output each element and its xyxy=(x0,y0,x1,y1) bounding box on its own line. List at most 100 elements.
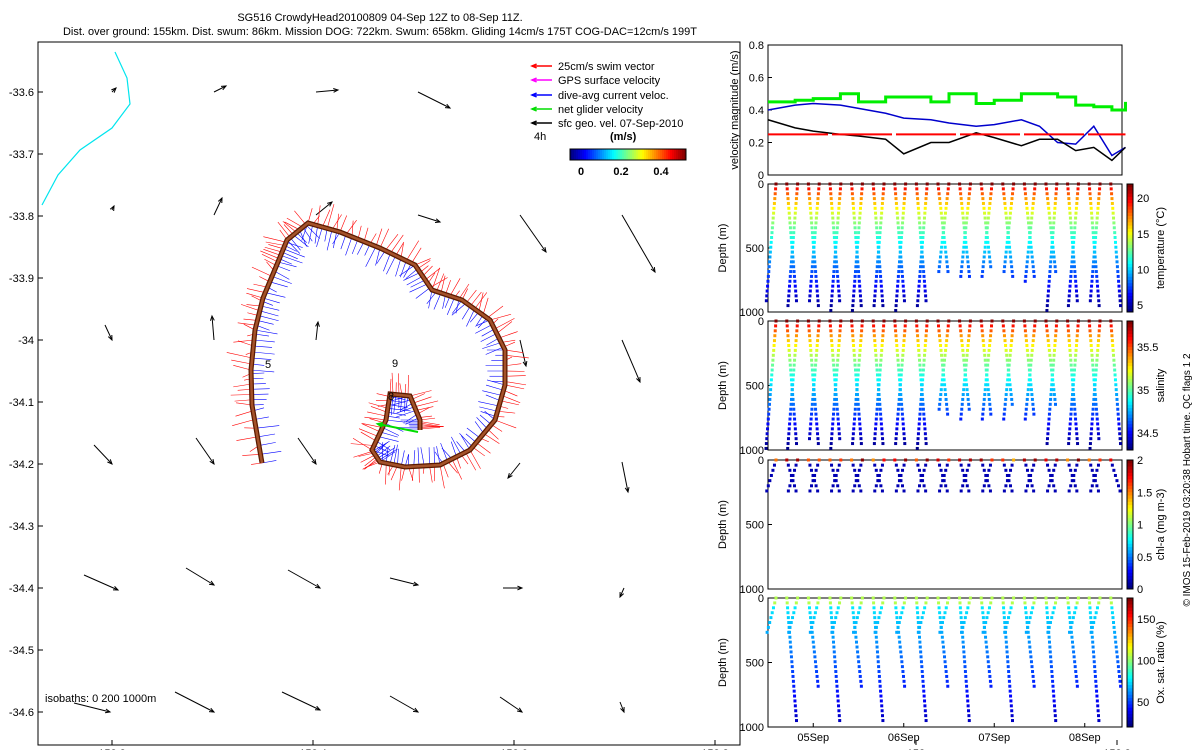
section-data-point xyxy=(850,329,854,333)
section-data-point xyxy=(903,324,907,328)
section-data-point xyxy=(876,473,880,477)
colorbar-cell xyxy=(586,149,588,160)
section-data-point xyxy=(900,358,904,362)
section-data-point xyxy=(1115,260,1119,264)
section-data-point xyxy=(967,709,971,713)
colorbar-cell xyxy=(604,149,606,160)
section-data-point xyxy=(924,201,928,205)
section-data-point xyxy=(814,412,818,416)
section-colorbar-label: chl-a (mg m-3) xyxy=(1155,489,1167,561)
section-data-point xyxy=(916,442,920,446)
section-data-point xyxy=(959,192,963,196)
section-data-point xyxy=(963,670,967,674)
section-data-point xyxy=(967,402,971,406)
section-data-point xyxy=(875,270,879,274)
section-data-point xyxy=(860,187,864,191)
section-data-point xyxy=(857,412,861,416)
section-ylabel: Depth (m) xyxy=(717,361,729,410)
section-data-point xyxy=(787,294,791,298)
section-data-point xyxy=(836,606,840,610)
section-data-point xyxy=(1007,226,1011,230)
section-data-point xyxy=(809,211,813,215)
swim-vector xyxy=(360,431,377,442)
section-data-point xyxy=(811,640,815,644)
dac-vector xyxy=(314,225,318,244)
dac-vector xyxy=(265,292,286,298)
section-data-point xyxy=(1008,250,1012,254)
geo-velocity-arrow-head xyxy=(636,376,641,384)
velocity-ytick-label: 0 xyxy=(758,170,764,182)
section-data-point xyxy=(899,378,903,382)
section-colorbar-cell xyxy=(1127,646,1133,651)
section-data-point xyxy=(986,358,990,362)
dac-vector xyxy=(376,445,391,457)
section-data-point xyxy=(986,388,990,392)
section-data-point xyxy=(1048,265,1052,269)
section-data-point xyxy=(1067,201,1071,205)
section-data-point xyxy=(858,284,862,288)
section-data-point xyxy=(771,468,775,472)
credit-footer: © IMOS 15-Feb-2019 03:20:38 Hobart time.… xyxy=(1182,353,1193,606)
section-data-point xyxy=(1097,719,1101,723)
section-data-point xyxy=(938,402,942,406)
dac-vector xyxy=(252,351,275,355)
section-data-point xyxy=(959,489,963,493)
section-data-point xyxy=(1049,250,1053,254)
section-data-point xyxy=(812,616,816,620)
section-ytick-label: 1000 xyxy=(740,445,764,457)
section-data-point xyxy=(918,484,922,488)
section-data-point xyxy=(1073,270,1077,274)
section-data-point xyxy=(785,601,789,605)
section-data-point xyxy=(857,417,861,421)
section-data-point xyxy=(1067,606,1071,610)
section-data-point xyxy=(875,373,879,377)
section-data-point xyxy=(854,621,858,625)
section-data-point xyxy=(980,192,984,196)
section-data-point xyxy=(1028,368,1032,372)
swim-vector xyxy=(233,383,252,388)
section-data-point xyxy=(1052,216,1056,220)
section-data-point xyxy=(918,625,922,629)
dac-vector xyxy=(451,302,467,316)
section-data-point xyxy=(1095,279,1099,283)
section-data-point xyxy=(850,458,854,462)
section-data-point xyxy=(769,378,773,382)
section-data-point xyxy=(857,231,861,235)
section-data-point xyxy=(1092,660,1096,664)
section-data-point xyxy=(814,484,818,488)
section-colorbar-cell xyxy=(1127,518,1133,522)
section-data-point xyxy=(1048,270,1052,274)
section-data-point xyxy=(923,284,927,288)
section-data-point xyxy=(1047,279,1051,283)
section-colorbar-label: temperature (°C) xyxy=(1155,207,1167,289)
map-frame xyxy=(37,41,741,746)
section-data-point xyxy=(815,344,819,348)
section-data-point xyxy=(830,432,834,436)
section-data-point xyxy=(1045,304,1049,308)
section-data-point xyxy=(817,596,821,600)
section-data-point xyxy=(914,596,918,600)
section-data-point xyxy=(963,378,967,382)
section-data-point xyxy=(923,353,927,357)
section-data-point xyxy=(940,378,944,382)
section-data-point xyxy=(853,484,857,488)
section-data-point xyxy=(946,192,950,196)
section-colorbar-cell xyxy=(1127,190,1133,195)
section-colorbar-cell xyxy=(1127,547,1133,551)
section-data-point xyxy=(946,187,950,191)
section-data-point xyxy=(982,260,986,264)
section-data-point xyxy=(793,704,797,708)
section-data-point xyxy=(898,250,902,254)
section-data-point xyxy=(854,473,858,477)
section-colorbar-cell xyxy=(1127,193,1133,198)
section-data-point xyxy=(920,245,924,249)
section-data-point xyxy=(807,324,811,328)
section-data-point xyxy=(836,274,840,278)
section-data-point xyxy=(918,226,922,230)
section-data-point xyxy=(831,412,835,416)
section-data-point xyxy=(831,353,835,357)
section-data-point xyxy=(895,344,899,348)
section-colorbar-cell xyxy=(1127,701,1133,705)
section-data-point xyxy=(941,368,945,372)
section-data-point xyxy=(836,211,840,215)
